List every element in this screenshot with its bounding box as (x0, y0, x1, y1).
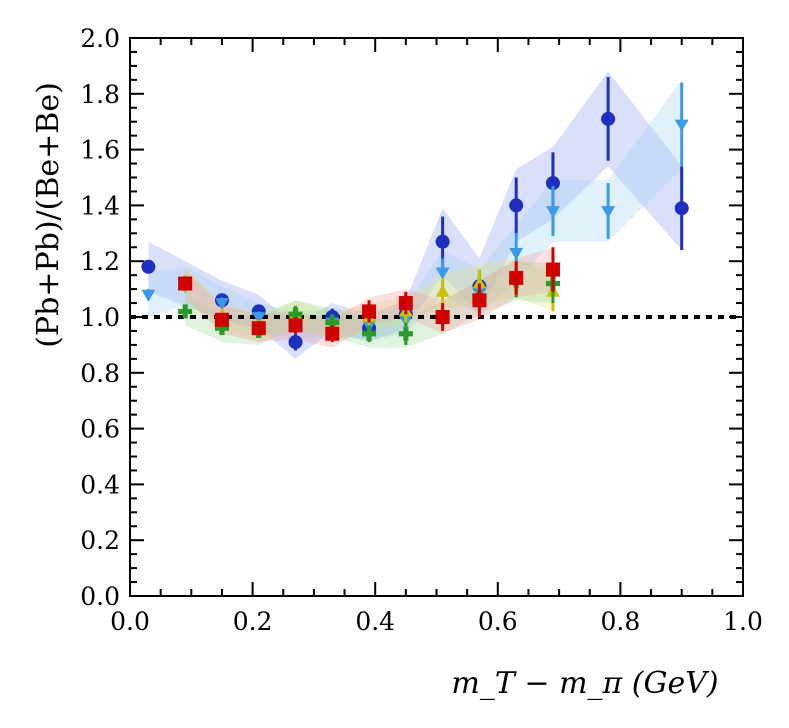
data-points (141, 77, 689, 351)
point-green-crosses (398, 326, 413, 341)
y-axis-label: (Pb+Pb)/(Be+Be) (31, 82, 66, 348)
band-red-squares (185, 247, 553, 348)
point-green-crosses (178, 304, 193, 319)
y-tick-label: 0.0 (80, 582, 120, 611)
point-light-blue-triangles (435, 267, 450, 280)
y-tick-label: 1.4 (80, 191, 120, 220)
point-red-squares (325, 326, 340, 341)
point-red-squares (398, 296, 413, 311)
point-yellow-triangles (472, 276, 487, 289)
point-red-squares (509, 270, 524, 285)
point-green-crosses (214, 321, 229, 336)
point-red-squares (251, 321, 266, 336)
band-light-blue-triangles (148, 79, 682, 340)
band-blue-circles (148, 71, 682, 359)
y-tick-label: 1.8 (80, 80, 120, 109)
point-light-blue-triangles (141, 289, 156, 302)
point-blue-circles (509, 198, 524, 213)
uncertainty-bands (148, 71, 682, 359)
point-red-squares (288, 318, 303, 333)
point-red-squares (178, 276, 193, 291)
y-tick-label: 0.4 (80, 470, 120, 499)
y-tick-label: 2.0 (80, 24, 120, 53)
point-light-blue-triangles (601, 206, 616, 218)
y-tick-label: 0.8 (80, 359, 120, 388)
point-green-crosses (325, 315, 340, 330)
point-light-blue-triangles (509, 247, 524, 260)
band-green-crosses (185, 261, 553, 348)
point-red-squares (545, 262, 560, 277)
point-red-squares (214, 312, 229, 327)
y-tick-label: 0.2 (80, 526, 120, 555)
point-blue-circles (545, 176, 560, 191)
point-blue-circles (601, 111, 616, 126)
point-red-squares (472, 293, 487, 308)
x-tick-label: 0.0 (110, 607, 150, 636)
y-tick-label: 0.6 (80, 415, 120, 444)
x-tick-label: 0.8 (601, 607, 641, 636)
x-tick-label: 1.0 (723, 607, 763, 636)
axis-tick-labels: 0.0 0.2 0.4 0.6 0.8 1.0 0.0 0.2 0.4 0.6 0.8 1.0 1.2 1… (80, 24, 763, 636)
point-light-blue-triangles (251, 312, 266, 324)
point-blue-circles (674, 201, 689, 216)
point-green-crosses (362, 326, 377, 341)
point-light-blue-triangles (545, 206, 560, 218)
x-axis-label: m_T − m_π (GeV) (451, 666, 718, 701)
axis-ticks (129, 37, 744, 597)
band-yellow-triangles (185, 258, 553, 343)
point-light-blue-triangles (674, 119, 689, 132)
point-green-crosses (288, 307, 303, 322)
point-blue-circles (288, 335, 303, 350)
x-tick-label: 0.2 (233, 607, 273, 636)
x-tick-label: 0.6 (478, 607, 518, 636)
y-tick-label: 1.2 (80, 247, 120, 276)
point-blue-circles (435, 234, 450, 249)
y-tick-label: 1.0 (80, 303, 120, 332)
point-light-blue-triangles (214, 298, 229, 311)
point-red-squares (435, 310, 450, 324)
y-tick-label: 1.6 (80, 136, 120, 165)
point-blue-circles (141, 259, 156, 274)
point-yellow-triangles (435, 284, 450, 297)
x-tick-label: 0.4 (355, 607, 395, 636)
point-red-squares (362, 304, 377, 319)
